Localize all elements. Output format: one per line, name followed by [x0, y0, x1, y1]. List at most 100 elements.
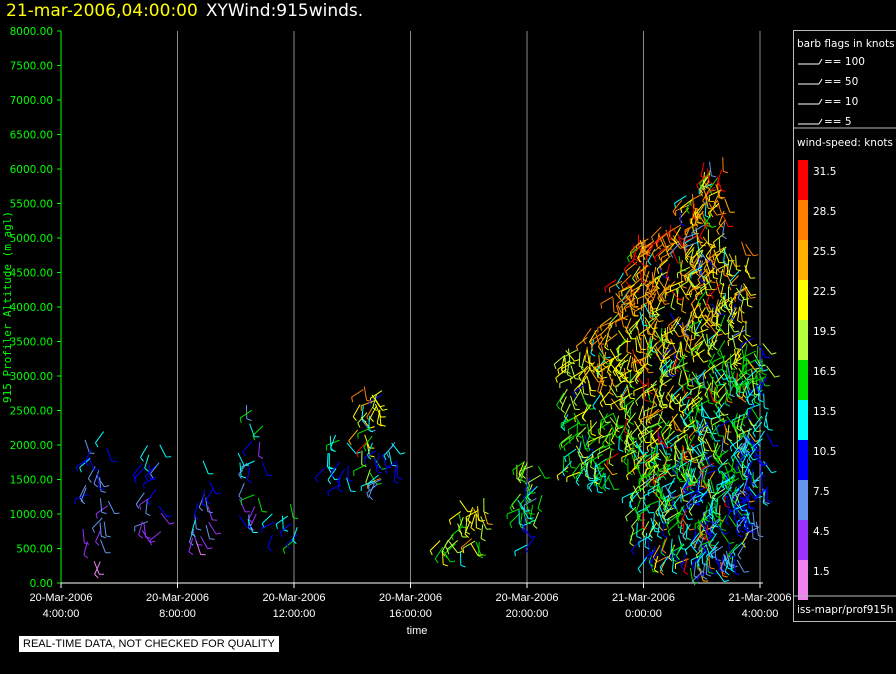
barb-staff	[628, 371, 639, 384]
barb-staff	[636, 238, 649, 247]
barb-staff	[743, 283, 752, 296]
wind-barb	[348, 429, 359, 446]
wind-barb	[720, 282, 726, 300]
wind-barb	[680, 415, 694, 428]
wind-barb	[733, 503, 748, 515]
barb-flag	[654, 344, 658, 350]
barb-staff	[626, 466, 638, 476]
barb-flag	[578, 365, 584, 369]
barb-flag	[651, 236, 655, 242]
wind-barb	[620, 393, 628, 410]
barb-flag	[708, 347, 714, 350]
wind-barb	[673, 227, 682, 244]
wind-barb	[190, 519, 196, 537]
barb-staff	[697, 570, 710, 578]
barb-flag	[724, 505, 730, 509]
barb-flag	[719, 313, 725, 316]
color-swatch	[798, 360, 808, 400]
wind-barb	[686, 468, 697, 483]
barb-staff	[727, 461, 738, 474]
barb-flag	[386, 453, 390, 458]
barb-staff	[679, 453, 683, 468]
barb-staff	[675, 204, 689, 212]
barb-staff	[690, 340, 703, 351]
wind-barb	[352, 404, 361, 421]
barb-staff	[680, 199, 693, 209]
barb-staff	[724, 465, 731, 480]
wind-barb	[628, 322, 639, 339]
barb-flag	[700, 280, 706, 284]
barb-flag	[691, 448, 694, 454]
barb-flag	[100, 490, 106, 494]
barb-staff	[663, 455, 669, 470]
wind-barb	[99, 498, 107, 515]
wind-barb	[667, 477, 676, 495]
barb-staff	[714, 372, 725, 384]
wind-barb	[708, 203, 720, 218]
wind-barb	[600, 357, 614, 371]
barb-staff	[637, 362, 649, 372]
wind-barb	[694, 203, 704, 220]
barb-flag	[715, 311, 720, 316]
wind-barb	[697, 491, 709, 506]
wind-barb	[735, 255, 742, 272]
wind-barb	[662, 343, 670, 361]
barb-staff	[599, 317, 612, 327]
wind-barb	[528, 474, 541, 488]
wind-barb	[595, 359, 605, 376]
barb-staff	[84, 439, 91, 454]
barb-flag	[652, 401, 658, 406]
wind-barb	[626, 247, 638, 263]
wind-barb	[735, 455, 745, 473]
barb-flag	[644, 399, 650, 402]
wind-barb	[698, 183, 713, 195]
x-tick-label-time: 16:00:00	[389, 608, 432, 620]
barb-flag	[369, 417, 374, 423]
wind-barb	[586, 423, 595, 440]
wind-barb	[84, 449, 92, 467]
barb-staff	[97, 474, 100, 489]
barb-flag	[143, 483, 145, 489]
barb-flag	[519, 523, 525, 527]
wind-barb	[691, 441, 705, 454]
legend-panel: barb flags in knots== 100== 50== 10== 5w…	[793, 30, 896, 622]
barb-flag	[659, 386, 662, 392]
barb-staff	[696, 369, 706, 382]
barb-flag	[708, 571, 714, 575]
wind-barb	[735, 371, 748, 387]
barb-staff	[249, 513, 257, 527]
wind-barb	[514, 544, 528, 557]
barb-staff	[363, 386, 368, 401]
barb-staff	[563, 403, 571, 417]
barb-staff	[597, 377, 602, 392]
wind-barb	[639, 311, 649, 327]
barb-flag	[699, 183, 703, 189]
barb-staff	[361, 400, 375, 407]
wind-barb	[597, 322, 612, 333]
barb-staff	[150, 462, 160, 475]
barb-flag	[671, 496, 677, 498]
wind-barb	[667, 521, 679, 536]
barb-staff	[698, 567, 704, 581]
barb-flag	[690, 351, 693, 357]
barb-staff	[654, 556, 668, 564]
barb-staff	[657, 522, 661, 537]
wind-barb	[532, 511, 540, 529]
wind-barb	[702, 215, 717, 228]
barb-staff	[639, 311, 644, 326]
barb-staff	[729, 494, 735, 508]
barb-staff	[635, 366, 645, 379]
barb-flag	[756, 359, 762, 363]
barb-flag	[612, 371, 617, 377]
wind-barb	[656, 444, 662, 461]
barb-staff	[716, 490, 728, 500]
wind-barb	[718, 237, 725, 254]
wind-barb	[727, 286, 734, 303]
barb-flag	[753, 496, 759, 499]
barb-flag	[619, 403, 623, 409]
barb-flag	[743, 570, 750, 573]
barb-staff	[559, 388, 568, 402]
barb-flag	[678, 335, 684, 338]
barb-staff	[680, 553, 687, 568]
barb-staff	[660, 420, 670, 433]
